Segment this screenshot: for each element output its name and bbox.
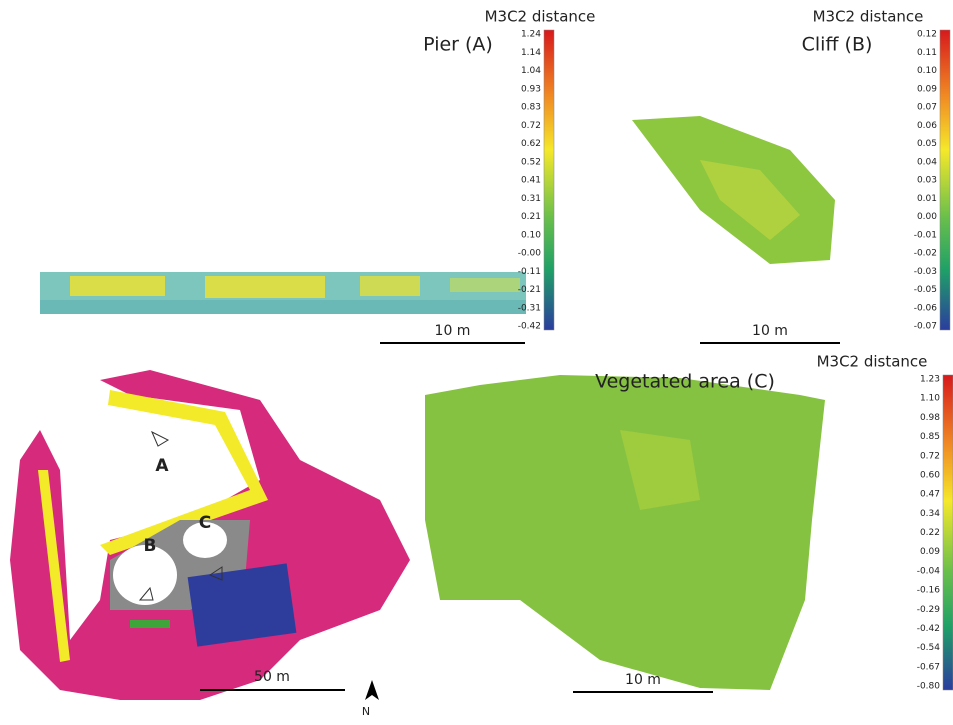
colorbar-tick: 0.12: [917, 30, 937, 40]
colorbar-tick: -0.02: [914, 249, 937, 259]
colorbar-tick: 0.10: [521, 230, 541, 240]
colorbar-title: M3C2 distance: [485, 8, 596, 26]
north-arrow: [365, 680, 379, 700]
colorbar-tick: 0.01: [917, 194, 937, 204]
site-label: A: [155, 456, 169, 476]
colorbar-tick: -0.21: [518, 285, 541, 295]
colorbar-tick: -0.05: [914, 285, 937, 295]
colorbar-tick: -0.16: [917, 586, 941, 596]
colorbar-tick: -0.67: [917, 662, 940, 672]
colorbar-tick: 0.22: [920, 528, 940, 538]
colorbar: [544, 30, 554, 330]
colorbar-tick: -0.07: [914, 322, 937, 332]
colorbar-tick: 0.11: [917, 48, 937, 58]
colorbar-tick: 0.72: [521, 121, 541, 131]
colorbar-tick: -0.06: [914, 303, 938, 313]
panel-title: Pier (A): [423, 34, 493, 56]
scale-label: 10 m: [752, 323, 788, 339]
colorbar-tick: -0.04: [917, 566, 941, 576]
colorbar-tick: -0.00: [518, 249, 542, 259]
pier-cloud: [40, 272, 526, 314]
colorbar-tick: 0.09: [920, 547, 940, 557]
vegetation-cloud: [425, 375, 825, 690]
colorbar-tick: 0.62: [521, 139, 541, 149]
colorbar-title: M3C2 distance: [817, 353, 928, 371]
colorbar-tick: 0.04: [917, 157, 937, 167]
colorbar-tick: -0.31: [518, 303, 541, 313]
colorbar-tick: -0.54: [917, 643, 941, 653]
colorbar-tick: 1.24: [521, 30, 541, 40]
colorbar: [943, 375, 953, 690]
colorbar-tick: 0.05: [917, 139, 937, 149]
colorbar-tick: 0.83: [521, 103, 541, 113]
colorbar-tick: 0.98: [920, 413, 940, 423]
colorbar-tick: 1.04: [521, 66, 541, 76]
colorbar-tick: -0.01: [914, 230, 937, 240]
colorbar-tick: 0.07: [917, 103, 937, 113]
colorbar-tick: -0.29: [917, 605, 941, 615]
colorbar-tick: 0.06: [917, 121, 937, 131]
colorbar-tick: 0.10: [917, 66, 937, 76]
panel-title: Cliff (B): [802, 34, 873, 56]
colorbar-tick: 0.72: [920, 451, 940, 461]
colorbar-tick: -0.03: [914, 267, 937, 277]
colorbar-tick: 0.34: [920, 509, 940, 519]
colorbar-tick: 0.03: [917, 176, 937, 186]
colorbar-tick: -0.42: [518, 322, 541, 332]
scale-label: 10 m: [625, 672, 661, 688]
colorbar-tick: 1.10: [920, 394, 940, 404]
colorbar-tick: -0.42: [917, 624, 940, 634]
colorbar-tick: 0.93: [521, 84, 541, 94]
scale-label: 10 m: [435, 323, 471, 339]
colorbar-tick: 0.60: [920, 470, 940, 480]
colorbar-tick: -0.80: [917, 682, 941, 692]
figure: M3C2 distance 1.24 1.14 1.04 0.93 0.83 0.72 0.6…: [0, 0, 953, 725]
panel-title: Vegetated area (C): [595, 371, 775, 393]
colorbar: [940, 30, 950, 330]
colorbar-tick: 1.14: [521, 48, 541, 58]
colorbar-tick: 0.31: [521, 194, 541, 204]
colorbar-tick: 0.00: [917, 212, 937, 222]
site-label: C: [199, 513, 211, 533]
colorbar-tick: 1.23: [920, 375, 940, 385]
colorbar-tick: 0.52: [521, 157, 541, 167]
colorbar-tick: 0.21: [521, 212, 541, 222]
colorbar-tick: 0.09: [917, 84, 937, 94]
site-map: [10, 370, 410, 700]
north-label: N: [362, 705, 370, 718]
colorbar-title: M3C2 distance: [813, 8, 924, 26]
colorbar-tick: 0.85: [920, 432, 940, 442]
site-label: B: [144, 536, 157, 556]
map-scale-label: 50 m: [254, 669, 290, 685]
colorbar-tick: 0.41: [521, 176, 541, 186]
colorbar-tick: 0.47: [920, 490, 940, 500]
colorbar-tick: -0.11: [518, 267, 541, 277]
